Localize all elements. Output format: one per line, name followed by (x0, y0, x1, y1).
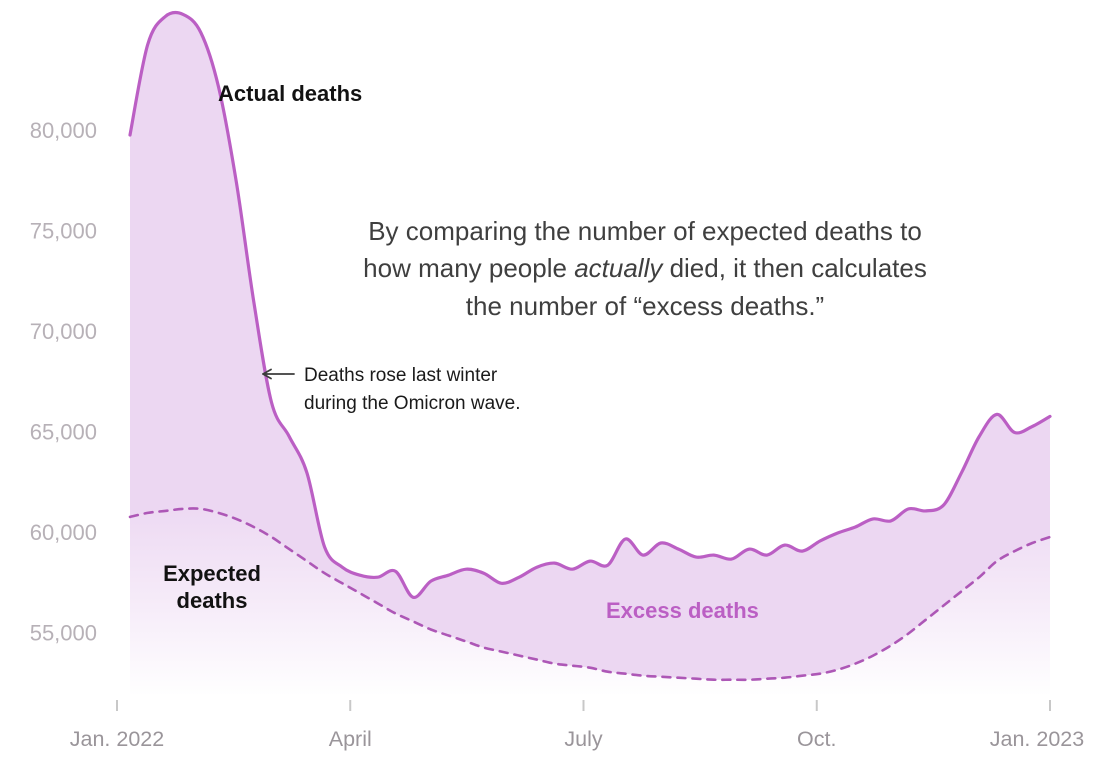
y-axis-label: 70,000 (30, 319, 97, 344)
expected-deaths-line (128, 507, 1052, 682)
actual-deaths-label: Actual deaths (218, 81, 363, 106)
x-axis-label: Jan. 2023 (990, 727, 1084, 751)
commentary-italic: actually (574, 253, 663, 284)
actual-deaths-line (128, 10, 1052, 599)
y-axis-label: 60,000 (30, 520, 97, 545)
x-axis-label: July (564, 727, 602, 751)
expected-deaths-label: Expected deaths (163, 561, 261, 613)
commentary-part1: By comparing the number of expected deat… (363, 216, 922, 284)
arrow-left-icon (262, 368, 295, 380)
x-axis-label: Jan. 2022 (70, 727, 164, 751)
omicron-annotation: Deaths rose last winter during the Omicr… (257, 362, 521, 417)
x-axis-label: April (329, 727, 372, 751)
y-axis-label: 80,000 (30, 118, 97, 143)
omicron-annotation-text: Deaths rose last winter during the Omicr… (304, 365, 521, 414)
x-axis-label: Oct. (797, 727, 836, 751)
below-expected-fill (130, 508, 1050, 694)
commentary-text: By comparing the number of expected deat… (245, 176, 1045, 325)
excess-deaths-label: Excess deaths (606, 598, 759, 623)
y-axis-label: 55,000 (30, 621, 97, 646)
y-axis-label: 75,000 (30, 219, 97, 244)
y-axis-label: 65,000 (30, 420, 97, 445)
commentary-part2: died, it then calculates the number of “… (465, 253, 927, 321)
